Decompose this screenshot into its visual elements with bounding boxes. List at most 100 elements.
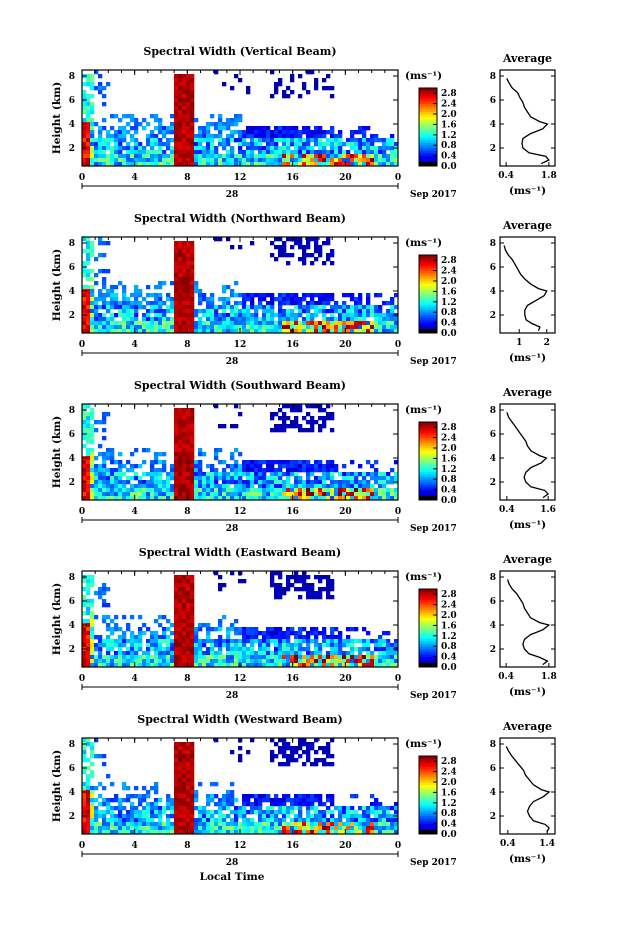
heatmap-cell [86,782,91,787]
heatmap-cell [98,241,103,246]
heatmap-cell [154,822,159,827]
heatmap-cell [298,802,303,807]
heatmap-cell [326,818,331,823]
heatmap-cell [110,285,115,290]
heatmap-cell [234,309,239,314]
colorbar-segment [419,121,437,125]
heatmap-cell [362,162,367,167]
heatmap-cell [186,325,191,330]
heatmap-cell [230,472,235,477]
heatmap-cell [370,313,375,318]
heatmap-cell [86,158,91,163]
heatmap-cell [102,325,107,330]
heatmap-cell [82,412,87,417]
heatmap-cell [250,822,255,827]
heatmap-cell [278,488,283,493]
heatmap-cell [298,257,303,262]
heatmap-cell [110,806,115,811]
average-line [506,412,550,499]
heatmap-cell [314,818,319,823]
heatmap-cell [358,659,363,664]
heatmap-cell [294,480,299,485]
heatmap-cell [126,130,131,135]
heatmap-cell [206,814,211,819]
heatmap-cell [226,627,231,632]
heatmap-cell [146,651,151,656]
heatmap-cell [318,297,323,302]
heatmap-cell [286,86,291,91]
heatmap-cell [122,134,127,139]
heatmap-cell [382,826,387,831]
heatmap-cell [174,579,179,584]
colorbar-segment [419,265,437,269]
heatmap-cell [166,154,171,159]
heatmap-cell [94,281,99,286]
heatmap-cell [310,158,315,163]
heatmap-cell [162,301,167,306]
heatmap-cell [106,456,111,461]
heatmap-cell [222,146,227,151]
heatmap-cell [382,651,387,656]
heatmap-cell [98,321,103,326]
heatmap-cell [230,476,235,481]
heatmap-cell [362,826,367,831]
heatmap-cell [338,309,343,314]
heatmap-cell [330,794,335,799]
heatmap-cell [342,488,347,493]
heatmap-cell [106,325,111,330]
heatmap-cell [246,464,251,469]
heatmap-cell [322,329,327,334]
heatmap-cell [306,575,311,580]
heatmap-cell [394,818,399,823]
heatmap-cell [102,293,107,298]
heatmap-cell [146,496,151,501]
heatmap-cell [262,313,267,318]
heatmap-cell [294,325,299,330]
heatmap-cell [182,484,187,489]
heatmap-cell [106,655,111,660]
heatmap-cell [306,146,311,151]
heatmap-cell [190,134,195,139]
heatmap-cell [238,301,243,306]
heatmap-cell [330,639,335,644]
heatmap-cell [234,818,239,823]
heatmap-cell [254,313,259,318]
heatmap-cell [278,818,283,823]
heatmap-cell [274,742,279,747]
heatmap-cell [390,162,395,167]
heatmap-cell [186,130,191,135]
heatmap-cell [122,484,127,489]
heatmap-cell [146,325,151,330]
heatmap-cell [150,301,155,306]
x-tick-label: 0 [395,841,401,851]
heatmap-cell [330,627,335,632]
heatmap-cell [90,774,95,779]
heatmap-cell [186,579,191,584]
heatmap-cell [166,814,171,819]
colorbar-segment [419,435,437,438]
heatmap-cell [214,448,219,453]
colorbar-segment [419,124,437,128]
heatmap-cell [178,611,183,616]
heatmap-cell [234,472,239,477]
heatmap-cell [98,154,103,159]
heatmap-cell [178,412,183,417]
heatmap-cell [90,126,95,131]
heatmap-cell [150,492,155,497]
heatmap-cell [142,480,147,485]
heatmap-cell [262,659,267,664]
heatmap-cell [306,798,311,803]
heatmap-cell [246,317,251,322]
heatmap-cell [82,830,87,835]
heatmap-cell [238,758,243,763]
heatmap-cell [218,659,223,664]
heatmap-cell [182,114,187,119]
heatmap-cell [254,663,259,668]
heatmap-cell [102,810,107,815]
heatmap-cell [338,810,343,815]
heatmap-cell [102,472,107,477]
heatmap-cell [130,114,135,119]
heatmap-cell [350,627,355,632]
heatmap-cell [202,655,207,660]
heatmap-cell [366,154,371,159]
